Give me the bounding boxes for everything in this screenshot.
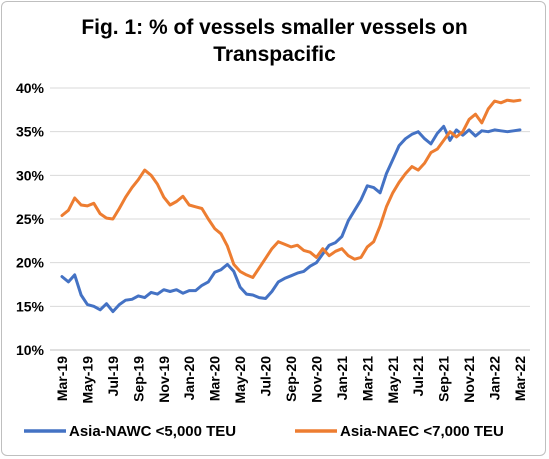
series-line-nawc [60, 124, 522, 314]
x-tick-label: Nov-21 [461, 356, 477, 403]
chart-title-line-2: Transpacific [213, 43, 336, 66]
x-tick-label: Sep-19 [130, 356, 146, 402]
y-tick-label: 25% [16, 211, 45, 227]
x-tick-label: Sep-20 [283, 356, 299, 402]
y-tick-label: 40% [16, 80, 45, 96]
x-tick-label: May-20 [232, 356, 248, 404]
x-tick-label: Jul-19 [105, 356, 121, 397]
y-tick-label: 20% [16, 255, 45, 271]
y-axis-tick-labels: 10% 15% 20% 25% 30% 35% 40% [16, 80, 45, 358]
x-tick-label: May-21 [385, 356, 401, 404]
legend: Asia-NAWC <5,000 TEU Asia-NAEC <7,000 TEU [24, 423, 504, 440]
x-tick-label: Sep-21 [436, 356, 452, 402]
x-axis-tick-labels: Mar-19 May-19 Jul-19 Sep-19 Nov-19 Jan-20 Mar-… [54, 356, 528, 404]
series-lines [60, 98, 522, 314]
x-tick-label: Nov-19 [156, 356, 172, 403]
y-tick-label: 35% [16, 124, 45, 140]
y-tick-label: 10% [16, 342, 45, 358]
x-tick-label: Jan-21 [334, 356, 350, 401]
legend-label: Asia-NAWC <5,000 TEU [69, 423, 236, 440]
series-line-naec [60, 98, 522, 279]
x-tick-label: Jul-20 [258, 356, 274, 397]
x-tick-label: Mar-22 [512, 356, 528, 401]
y-tick-label: 15% [16, 298, 45, 314]
x-tick-label: Mar-20 [207, 356, 223, 401]
x-tick-label: Nov-20 [308, 356, 324, 403]
legend-label: Asia-NAEC <7,000 TEU [340, 423, 504, 440]
x-tick-label: Jan-22 [487, 356, 503, 401]
y-tick-label: 30% [16, 167, 45, 183]
x-tick-label: Jul-21 [410, 356, 426, 397]
chart-title: Fig. 1: % of vessels smaller vessels on … [0, 14, 549, 68]
x-tick-label: Jan-20 [181, 356, 197, 401]
gridlines [50, 87, 530, 351]
x-tick-label: Mar-19 [54, 356, 70, 401]
x-tick-label: Mar-21 [359, 356, 375, 401]
x-tick-label: May-19 [79, 356, 95, 404]
chart-title-line-1: Fig. 1: % of vessels smaller vessels on [81, 16, 468, 39]
